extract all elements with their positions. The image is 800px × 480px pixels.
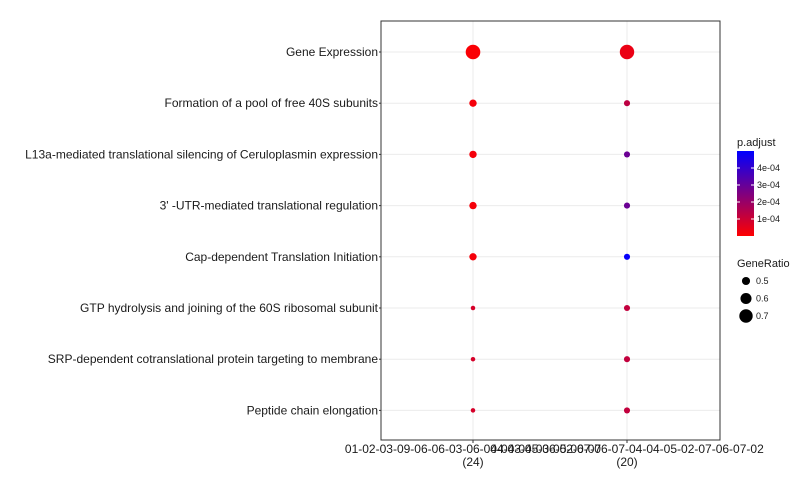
- data-point: [469, 253, 477, 261]
- size-legend-key: [740, 292, 752, 305]
- data-point: [470, 408, 476, 413]
- data-point: [469, 150, 477, 159]
- size-legend-entries: 0.5 0.6 0.7: [739, 276, 769, 323]
- y-tick-label: 3' -UTR-mediated translational regulatio…: [160, 199, 378, 213]
- x-tick-count-label: (24): [462, 455, 483, 469]
- data-point: [470, 305, 476, 311]
- color-legend-tick-label: 3e-04: [757, 180, 780, 190]
- x-tick-label: 01-02-03-09-06-06-03-06-04-04-04-03-05-0…: [345, 442, 601, 456]
- data-points: [465, 44, 635, 414]
- data-point: [623, 304, 631, 312]
- data-point: [469, 99, 477, 107]
- y-tick-label: L13a-mediated translational silencing of…: [25, 147, 378, 161]
- plot-panel-border: [380, 20, 721, 441]
- data-point: [623, 151, 631, 158]
- color-legend-title: p.adjust: [737, 137, 776, 149]
- data-point: [623, 202, 631, 209]
- y-tick-label: SRP-dependent cotranslational protein ta…: [48, 352, 379, 366]
- data-point: [470, 356, 476, 362]
- data-point: [623, 407, 631, 414]
- data-point: [465, 44, 481, 60]
- data-point: [623, 356, 631, 363]
- size-legend-title: GeneRatio: [737, 258, 790, 270]
- x-axis-labels: 01-02-03-09-06-06-03-06-04-04-04-03-05-0…: [345, 440, 764, 469]
- color-legend-ticks: 1e-04 2e-04 3e-04 4e-04: [737, 163, 780, 224]
- size-legend-key: [739, 309, 753, 323]
- data-point: [469, 201, 477, 210]
- x-tick-label: 04-03-05-06-02-07-06-07-04-04-05-02-07-0…: [490, 442, 764, 456]
- size-legend-label: 0.6: [756, 294, 769, 304]
- data-point: [623, 253, 631, 260]
- color-legend-bar: [737, 151, 754, 236]
- color-legend-tick-label: 4e-04: [757, 163, 780, 173]
- data-point: [623, 100, 631, 107]
- y-tick-label: Gene Expression: [286, 45, 378, 59]
- color-legend-tick-label: 1e-04: [757, 214, 780, 224]
- size-legend-label: 0.7: [756, 311, 769, 321]
- y-tick-label: Formation of a pool of free 40S subunits: [165, 96, 378, 110]
- size-legend-label: 0.5: [756, 276, 769, 286]
- grid-lines: [381, 21, 720, 440]
- y-tick-label: Peptide chain elongation: [247, 403, 378, 417]
- y-tick-label: GTP hydrolysis and joining of the 60S ri…: [80, 301, 379, 315]
- y-tick-label: Cap-dependent Translation Initiation: [185, 250, 378, 264]
- y-axis-labels: Gene Expression Formation of a pool of fr…: [25, 45, 381, 417]
- data-point: [619, 44, 635, 60]
- x-tick-count-label: (20): [616, 455, 637, 469]
- size-legend-key: [741, 276, 751, 286]
- color-legend-tick-label: 2e-04: [757, 197, 780, 207]
